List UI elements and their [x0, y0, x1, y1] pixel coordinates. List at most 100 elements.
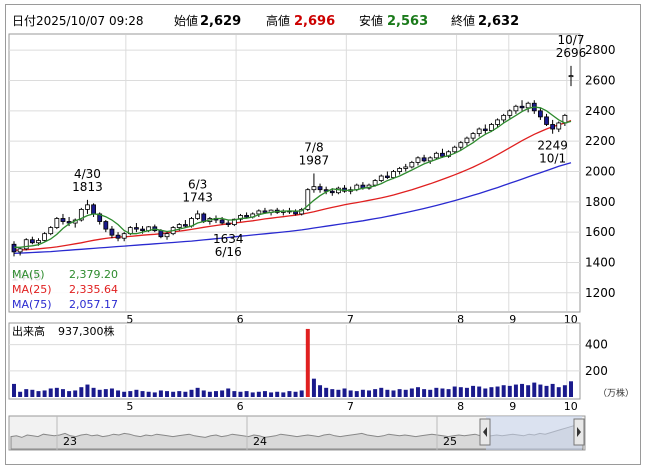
volume-value: 937,300株 — [58, 324, 115, 338]
volume-bar — [195, 387, 200, 397]
volume-bar — [464, 387, 469, 397]
navigator-right-handle[interactable] — [573, 418, 585, 446]
volume-bar — [226, 388, 231, 397]
candle — [115, 232, 121, 242]
month-label: 6 — [237, 400, 244, 413]
annotation-value: 1634 — [213, 232, 244, 246]
candle — [134, 223, 139, 233]
volume-bar — [12, 383, 16, 397]
candle-body — [42, 233, 47, 241]
ma5-value: 2,379.20 — [69, 268, 118, 281]
month-label: 7 — [347, 400, 354, 413]
volume-bar — [342, 388, 347, 397]
price-tick-label: 1200 — [585, 286, 616, 300]
volume-bar — [36, 391, 41, 397]
navigator-window[interactable] — [486, 416, 582, 450]
volume-bar — [262, 391, 267, 397]
candle — [391, 169, 396, 180]
candle-body — [397, 168, 403, 172]
candle — [495, 118, 500, 128]
volume-bar — [391, 390, 396, 397]
month-label: 9 — [509, 313, 516, 326]
navigator-label: 23 — [63, 435, 77, 448]
volume-bar — [171, 391, 176, 397]
price-tick-label: 2200 — [585, 134, 616, 148]
candle-body — [482, 128, 488, 131]
month-label: 8 — [457, 400, 464, 413]
close-value: 2,632 — [478, 14, 519, 29]
navigator-left-handle[interactable] — [479, 418, 491, 446]
volume-bar — [330, 389, 335, 397]
candle-body — [525, 102, 531, 109]
candle-body — [452, 146, 458, 153]
volume-bar — [318, 385, 323, 397]
price-tick-label: 2000 — [585, 164, 616, 178]
volume-bar — [152, 392, 157, 397]
volume-unit: （万株） — [598, 387, 634, 399]
candle-body — [544, 116, 549, 125]
chart-frame: 日付 2025/10/07 09:28 始値 2,629 高値 2,696 安値… — [5, 4, 641, 465]
volume-bar — [556, 387, 561, 397]
ma25-label: MA(25) — [12, 283, 52, 296]
volume-bar — [158, 390, 163, 397]
candle — [195, 210, 201, 221]
candle-body — [256, 210, 262, 215]
navigator[interactable]: 23 24 25 — [8, 415, 586, 451]
volume-bar — [165, 391, 170, 397]
volume-bar — [244, 391, 249, 397]
volume-bar — [60, 389, 65, 397]
low-label: 安値 — [359, 13, 383, 28]
candle-body — [103, 221, 109, 230]
candle-body — [140, 228, 145, 232]
candle-body — [372, 180, 378, 186]
candle-body — [36, 240, 41, 244]
month-label: 5 — [126, 400, 133, 413]
candle-body — [48, 227, 54, 235]
candle — [440, 148, 445, 158]
candle-body — [134, 227, 139, 230]
navigator-labels: 23 24 25 — [56, 416, 457, 450]
candle-body — [415, 157, 421, 163]
candle — [568, 65, 574, 87]
candle — [103, 220, 109, 233]
volume-bar — [495, 386, 500, 397]
volume-panel: 200 400 出来高 937,300株 （万株） — [8, 322, 634, 400]
month-grid — [125, 35, 568, 311]
candle — [507, 109, 513, 119]
volume-bar — [379, 387, 384, 397]
ma25-layer — [13, 119, 572, 251]
candle — [121, 232, 127, 242]
volume-bar — [373, 389, 378, 397]
candle — [458, 141, 464, 151]
candle-body — [121, 233, 127, 239]
candle-body — [391, 171, 396, 178]
volume-bar — [128, 391, 133, 397]
volume-bar — [489, 387, 494, 397]
candle — [238, 213, 243, 222]
candle — [164, 232, 170, 240]
price-tick-label: 1600 — [585, 225, 616, 239]
volume-bar — [311, 378, 316, 397]
candle-body — [182, 224, 188, 227]
stock-chart-svg: 日付 2025/10/07 09:28 始値 2,629 高値 2,696 安値… — [6, 5, 640, 451]
volume-bar — [403, 389, 408, 397]
candle-body — [568, 75, 574, 78]
candle-body — [195, 213, 201, 219]
candle — [452, 145, 458, 154]
candle-body — [158, 230, 164, 238]
volume-bar — [54, 387, 59, 397]
candle-body — [231, 218, 237, 225]
candle-body — [17, 248, 23, 253]
annotation-value: 1743 — [182, 190, 213, 204]
volume-bar — [269, 392, 274, 397]
ma75-layer — [13, 162, 572, 255]
volume-bar — [507, 385, 512, 397]
volume-bar — [299, 390, 304, 397]
volume-bar — [177, 391, 182, 397]
volume-bar — [67, 391, 72, 397]
candle-body — [219, 219, 225, 224]
volume-bar — [422, 389, 427, 397]
volume-bar — [146, 391, 151, 397]
annotation-date: 10/7 — [558, 33, 585, 47]
candle-body — [115, 234, 121, 239]
